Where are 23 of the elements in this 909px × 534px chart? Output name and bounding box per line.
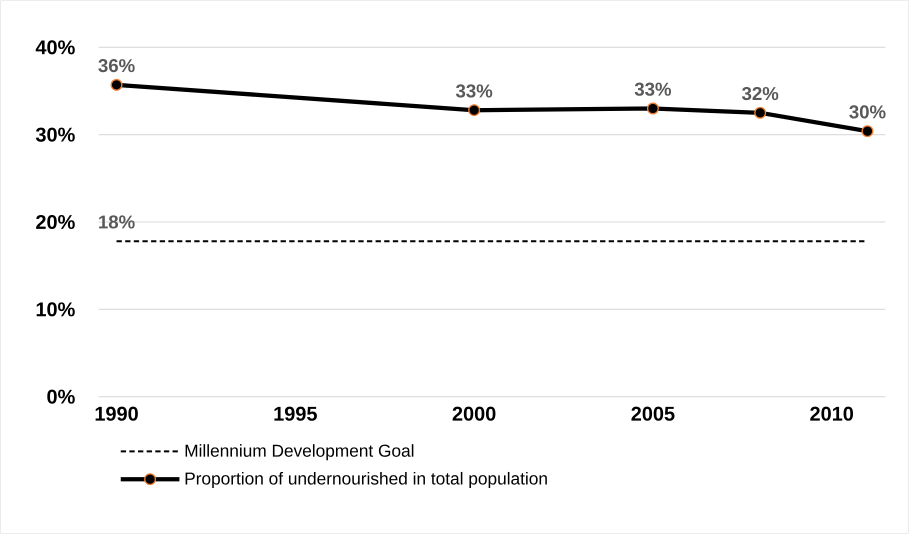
y-tick-label: 30% [36,128,75,142]
data-label: 18% [99,215,135,229]
y-tick-label: 0% [47,390,75,404]
x-tick-label: 2000 [452,406,496,421]
data-label: 32% [742,86,778,100]
y-tick-label: 20% [36,214,75,230]
data-label: 33% [456,84,492,98]
legend-label: Millennium Development Goal [186,444,414,460]
x-tick-label: 2005 [631,406,675,421]
point [754,106,766,119]
point [861,125,874,138]
point [646,102,659,114]
y-tick-label: 10% [36,302,75,316]
legend-label: Proportion of undernourished in total population [186,472,547,488]
data-label: 30% [849,105,886,119]
point [110,78,123,91]
x-tick-label: 1995 [274,406,317,421]
x-tick-label: 2010 [810,406,854,421]
y-tick-label: 40% [36,40,75,54]
data-label: 33% [634,82,672,96]
data-label: 36% [98,59,135,72]
x-tick-label: 1990 [96,406,138,421]
point [468,104,480,116]
